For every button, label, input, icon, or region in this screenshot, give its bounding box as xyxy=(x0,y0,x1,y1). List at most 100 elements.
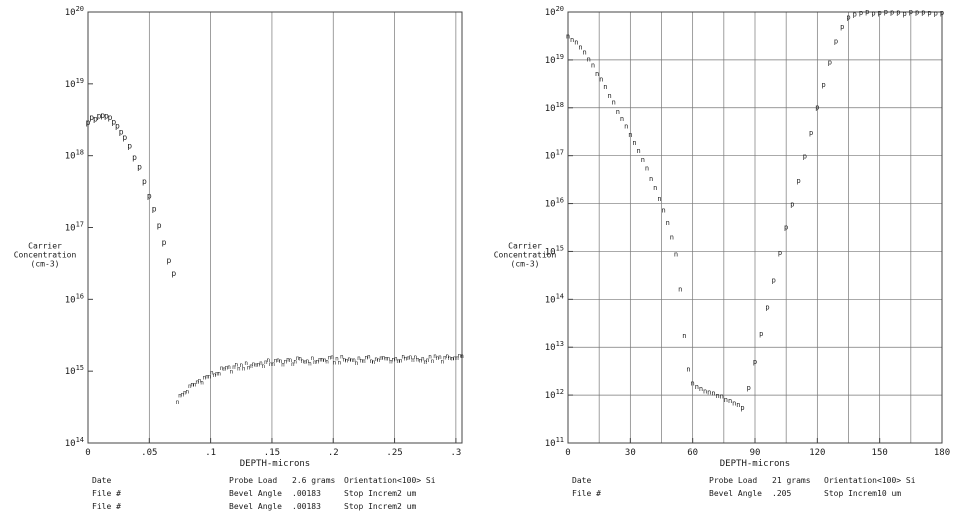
data-marker-n-substrate: n xyxy=(190,382,194,389)
data-marker-n-layer: n xyxy=(674,250,678,258)
data-marker-n-substrate: n xyxy=(237,366,241,373)
data-marker-p-layer: p xyxy=(100,111,105,120)
x-tick-label: 90 xyxy=(750,448,761,458)
data-marker-n-layer: n xyxy=(657,195,661,203)
data-marker-n-substrate: n xyxy=(421,355,425,362)
data-marker-p-substrate: p xyxy=(759,330,763,338)
data-marker-p-layer: p xyxy=(142,177,147,186)
plot-border xyxy=(87,11,463,444)
data-marker-n-substrate: n xyxy=(387,355,391,362)
data-marker-n-layer: n xyxy=(624,122,628,130)
y-tick-label: 1013 xyxy=(545,340,564,353)
x-tick-label: .15 xyxy=(264,448,280,458)
data-marker-p-layer: p xyxy=(122,133,127,142)
data-marker-n-substrate: n xyxy=(418,357,422,364)
data-marker-p-substrate: p xyxy=(890,9,894,17)
data-marker-n-substrate: n xyxy=(367,353,371,360)
data-marker-p-substrate: p xyxy=(871,10,875,18)
data-marker-n-substrate: n xyxy=(320,357,324,364)
data-marker-n-substrate: n xyxy=(318,357,322,364)
data-marker-n-substrate: n xyxy=(433,353,437,360)
data-marker-p-substrate: p xyxy=(915,8,919,16)
footer-field: Stop Increm xyxy=(344,489,397,498)
data-marker-n-layer: n xyxy=(628,131,632,139)
data-marker-p-layer: p xyxy=(89,113,94,122)
footer-field: 2.6 grams xyxy=(292,476,336,485)
footer-field: 10 um xyxy=(877,489,902,498)
data-marker-n-substrate: n xyxy=(264,359,268,366)
data-marker-n-substrate: n xyxy=(365,354,369,361)
data-marker-n-substrate: n xyxy=(200,380,204,387)
data-marker-n-layer: n xyxy=(595,70,599,78)
data-marker-n-substrate: n xyxy=(428,353,432,360)
data-marker-n-substrate: n xyxy=(186,388,190,395)
footer-field: Stop Increm xyxy=(344,502,397,511)
footer-field: 2 um xyxy=(397,502,417,511)
footer-field: .205 xyxy=(772,489,792,498)
data-marker-n-layer: n xyxy=(645,164,649,172)
data-marker-n-layer: n xyxy=(695,383,699,391)
data-marker-n-substrate: n xyxy=(239,362,243,369)
data-marker-n-layer: n xyxy=(686,366,690,374)
data-marker-p-layer: p xyxy=(104,112,109,121)
data-marker-n-substrate: n xyxy=(323,357,327,364)
data-marker-n-substrate: n xyxy=(342,357,346,364)
data-marker-n-substrate: n xyxy=(411,357,415,364)
data-marker-n-layer: n xyxy=(691,380,695,388)
y-tick-label: 1017 xyxy=(65,221,84,234)
data-marker-n-substrate: n xyxy=(225,364,229,371)
y-tick-label: 1016 xyxy=(545,197,564,210)
data-marker-n-substrate: n xyxy=(315,358,319,365)
data-marker-n-substrate: n xyxy=(269,361,273,368)
x-axis-title: DEPTH-microns xyxy=(240,459,310,468)
data-marker-n-layer: n xyxy=(566,32,570,40)
y-axis-title-line: (cm-3) xyxy=(511,260,540,269)
data-marker-n-substrate: n xyxy=(416,356,420,363)
data-marker-n-layer: n xyxy=(715,392,719,400)
data-marker-n-substrate: n xyxy=(188,383,192,390)
data-marker-n-substrate: n xyxy=(254,362,258,369)
data-marker-n-layer: n xyxy=(653,184,657,192)
data-marker-n-substrate: n xyxy=(183,390,187,397)
y-tick-label: 1016 xyxy=(65,292,84,305)
data-marker-n-substrate: n xyxy=(249,363,253,370)
data-marker-p-layer: p xyxy=(152,205,157,214)
y-tick-label: 1014 xyxy=(545,292,564,305)
data-marker-p-substrate: p xyxy=(902,10,906,18)
data-marker-n-substrate: n xyxy=(215,370,219,377)
data-marker-n-substrate: n xyxy=(235,362,239,369)
data-marker-n-layer: n xyxy=(649,175,653,183)
data-marker-n-substrate: n xyxy=(212,372,216,379)
data-marker-n-substrate: n xyxy=(455,355,459,362)
data-marker-n-substrate: n xyxy=(389,359,393,366)
data-marker-p-substrate: p xyxy=(809,129,813,137)
data-marker-n-layer: n xyxy=(736,401,740,409)
data-marker-p-layer: p xyxy=(97,111,102,120)
data-marker-n-layer: n xyxy=(699,385,703,393)
data-marker-n-substrate: n xyxy=(181,391,185,398)
data-marker-p-substrate: p xyxy=(747,384,751,392)
y-tick-label: 1017 xyxy=(545,149,564,162)
data-marker-n-substrate: n xyxy=(357,355,361,362)
data-marker-n-layer: n xyxy=(707,389,711,397)
data-marker-p-substrate: p xyxy=(840,23,844,31)
data-marker-p-substrate: p xyxy=(921,8,925,16)
data-marker-n-substrate: n xyxy=(227,364,231,371)
data-marker-n-substrate: n xyxy=(279,358,283,365)
data-marker-n-substrate: n xyxy=(205,373,209,380)
data-marker-n-layer: n xyxy=(616,108,620,116)
data-marker-n-layer: n xyxy=(678,285,682,293)
data-marker-p-substrate: p xyxy=(934,9,938,17)
data-marker-n-substrate: n xyxy=(259,360,263,367)
data-marker-n-substrate: n xyxy=(178,393,182,400)
footer-field: .00183 xyxy=(292,489,321,498)
y-axis-title-line: Concentration xyxy=(494,251,557,260)
data-marker-n-substrate: n xyxy=(217,371,221,378)
data-marker-n-substrate: n xyxy=(293,359,297,366)
data-marker-p-layer: p xyxy=(147,192,152,201)
data-marker-n-substrate: n xyxy=(372,359,376,366)
data-marker-n-substrate: n xyxy=(232,364,236,371)
data-marker-p-layer: p xyxy=(119,127,124,136)
data-marker-n-substrate: n xyxy=(426,357,430,364)
